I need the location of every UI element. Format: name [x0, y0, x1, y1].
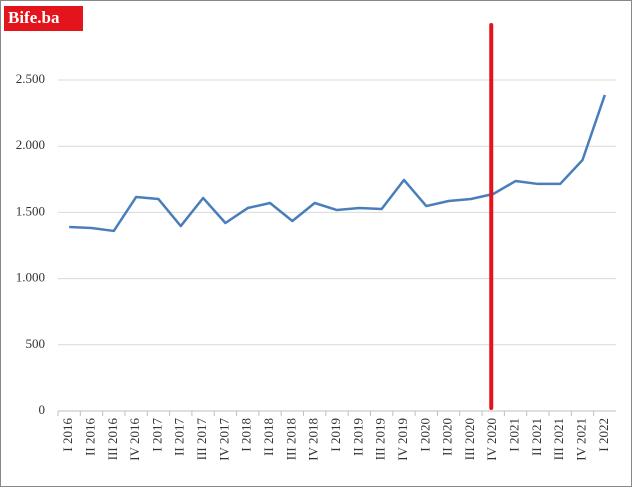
y-tick-label: 0: [39, 402, 46, 417]
x-tick-label: III 2016: [105, 418, 120, 461]
x-tick-label: IV 2017: [216, 418, 231, 461]
x-tick-label: III 2018: [283, 418, 298, 460]
y-tick-label: 1.500: [16, 203, 45, 218]
y-tick-label: 500: [26, 336, 46, 351]
x-tick-label: II 2018: [261, 418, 276, 456]
x-tick-label: III 2020: [462, 418, 477, 460]
watermark: Bife.ba: [8, 8, 60, 27]
x-tick-label: III 2017: [194, 418, 209, 461]
y-tick-label: 2.500: [16, 71, 45, 86]
x-tick-label: IV 2021: [574, 418, 589, 461]
x-tick-label: II 2016: [82, 418, 97, 456]
x-tick-label: IV 2019: [395, 418, 410, 461]
x-tick-label: I 2021: [507, 418, 522, 452]
x-tick-label: I 2020: [417, 418, 432, 452]
x-tick-label: IV 2016: [127, 418, 142, 461]
x-tick-label: IV 2020: [484, 418, 499, 461]
x-tick-label: I 2022: [596, 418, 611, 452]
x-tick-label: I 2017: [149, 418, 164, 452]
x-tick-label: III 2021: [551, 418, 566, 460]
x-tick-label: II 2021: [529, 418, 544, 456]
x-tick-label: II 2017: [172, 418, 187, 456]
y-tick-label: 2.000: [16, 137, 45, 152]
x-tick-label: II 2020: [440, 418, 455, 456]
y-tick-label: 1.000: [16, 270, 45, 285]
x-tick-label: I 2018: [239, 418, 254, 452]
x-tick-label: II 2019: [350, 418, 365, 456]
x-tick-label: I 2019: [328, 418, 343, 452]
data-line: [69, 94, 607, 233]
x-tick-label: I 2016: [60, 418, 75, 452]
x-tick-label: III 2019: [373, 418, 388, 460]
x-tick-label: IV 2018: [306, 418, 321, 461]
watermark-box: [4, 6, 83, 31]
